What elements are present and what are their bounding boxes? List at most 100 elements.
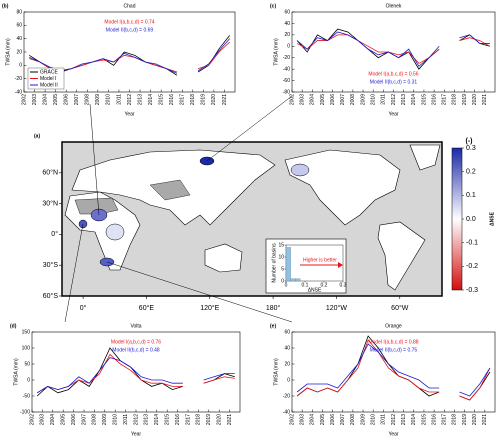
- lon-tick-label: 0°: [80, 304, 87, 312]
- y-axis-label: TWSA (mm): [5, 38, 11, 66]
- y-tick-label: 100: [22, 345, 31, 351]
- connector: [206, 95, 293, 162]
- x-tick-label: 2004: [310, 94, 316, 105]
- x-tick-label: 2014: [411, 94, 417, 105]
- x-tick-label: 2006: [64, 94, 70, 105]
- australia: [204, 243, 243, 273]
- map-background: [61, 141, 443, 297]
- colorbar-unit: (-): [466, 138, 473, 145]
- x-tick-label: 2008: [350, 94, 356, 105]
- x-tick-label: 2007: [340, 414, 346, 425]
- colorbar-tick-label: 0.1: [466, 192, 476, 199]
- central-asia: [149, 179, 191, 201]
- x-tick-label: 2007: [74, 94, 80, 105]
- connector: [64, 223, 84, 323]
- x-tick-label: 2008: [350, 414, 356, 425]
- y-tick-label: -20: [283, 55, 290, 61]
- x-tick-label: 2011: [116, 94, 122, 105]
- y-tick-label: 0: [287, 44, 290, 50]
- histogram-bar: [295, 278, 301, 282]
- x-tick-label: 2006: [71, 414, 77, 425]
- y-tick-label: 40: [284, 21, 290, 27]
- lon-tick-label: 60°W: [391, 304, 409, 312]
- series-line: [296, 339, 491, 401]
- x-tick-label: 2013: [144, 414, 150, 425]
- histogram-bar: [285, 247, 291, 282]
- x-tick-label: 2019: [201, 94, 207, 105]
- x-axis-label: Year: [124, 111, 134, 117]
- colorbar-tick-label: -0.3: [466, 287, 478, 294]
- x-tick-label: 2003: [299, 414, 305, 425]
- greenland: [409, 144, 441, 171]
- y-tick-label: 20: [284, 32, 290, 38]
- x-tick-label: 2003: [299, 94, 305, 105]
- sahara: [74, 197, 119, 215]
- colorbar: [451, 147, 463, 291]
- colorbar-label: ΔNSE: [489, 211, 495, 226]
- y-tick-label: -80: [283, 89, 290, 95]
- x-tick-label: 2008: [92, 414, 98, 425]
- y-tick-label: 60: [284, 9, 290, 15]
- x-tick-label: 2017: [180, 94, 186, 105]
- y-tick-label: -40: [283, 409, 290, 415]
- x-tick-label: 2003: [40, 414, 46, 425]
- legend-box: [27, 67, 65, 90]
- colorbar-tick-label: 0.0: [466, 216, 476, 223]
- inset-y-tick-label: 10: [278, 254, 284, 260]
- annotation: Model I(a,b,c,d) = 0.56: [368, 71, 418, 77]
- x-tick-label: 2009: [360, 414, 366, 425]
- x-tick-label: 2012: [127, 94, 133, 105]
- y-tick-label: 60: [16, 23, 22, 29]
- x-tick-label: 2002: [289, 94, 295, 105]
- chart-title: Volta: [130, 323, 141, 329]
- inset-x-label: ΔNSE: [308, 287, 322, 293]
- x-tick-label: 2018: [452, 94, 458, 105]
- lat-tick-label: 60°S: [43, 292, 59, 300]
- x-tick-label: 2013: [401, 94, 407, 105]
- y-tick-label: -40: [15, 89, 22, 95]
- y-tick-label: 20: [16, 49, 22, 55]
- x-tick-label: 2019: [462, 94, 468, 105]
- x-tick-label: 2008: [85, 94, 91, 105]
- x-tick-label: 2011: [381, 94, 387, 105]
- y-tick-label: 20: [284, 361, 290, 367]
- x-tick-label: 2004: [50, 414, 56, 425]
- annotation: Model I(a,b,c,d) = 0.88: [368, 339, 418, 345]
- inset-y-tick-label: 5: [281, 266, 284, 272]
- inset-y-tick-label: 0: [281, 278, 284, 284]
- y-tick-label: -40: [283, 66, 290, 72]
- y-tick-label: 60: [284, 329, 290, 335]
- x-tick-label: 2011: [123, 414, 129, 425]
- series-line: [296, 31, 490, 67]
- y-tick-label: 80: [16, 9, 22, 15]
- colorbar-tick-label: 0.3: [466, 145, 476, 152]
- connector: [106, 261, 293, 323]
- x-tick-label: 2014: [411, 414, 417, 425]
- x-axis-label: Year: [131, 431, 141, 437]
- x-tick-label: 2018: [196, 414, 202, 425]
- x-tick-label: 2016: [431, 94, 437, 105]
- x-tick-label: 2015: [165, 414, 171, 425]
- y-tick-label: 40: [284, 345, 290, 351]
- x-tick-label: 2012: [391, 94, 397, 105]
- inset-arrow-head: [338, 262, 343, 268]
- series-line: [36, 357, 235, 394]
- panel-label: (b): [2, 3, 9, 9]
- panel-label: (d): [10, 323, 17, 329]
- y-tick-label: 0: [27, 377, 30, 383]
- series-line: [296, 343, 491, 397]
- lon-tick-label: 120°W: [326, 304, 347, 312]
- x-tick-label: 2010: [371, 94, 377, 105]
- x-tick-label: 2004: [310, 414, 316, 425]
- x-tick-label: 2013: [401, 414, 407, 425]
- x-tick-label: 2005: [320, 94, 326, 105]
- x-tick-label: 2015: [158, 94, 164, 105]
- panel-label: (c): [270, 3, 276, 9]
- x-tick-label: 2007: [340, 94, 346, 105]
- x-tick-label: 2009: [102, 414, 108, 425]
- x-tick-label: 2005: [320, 414, 326, 425]
- inset-x-tick-label: 0.1: [302, 282, 309, 288]
- x-tick-label: 2021: [227, 414, 233, 425]
- south-america: [377, 221, 426, 291]
- histogram-bar: [290, 278, 296, 282]
